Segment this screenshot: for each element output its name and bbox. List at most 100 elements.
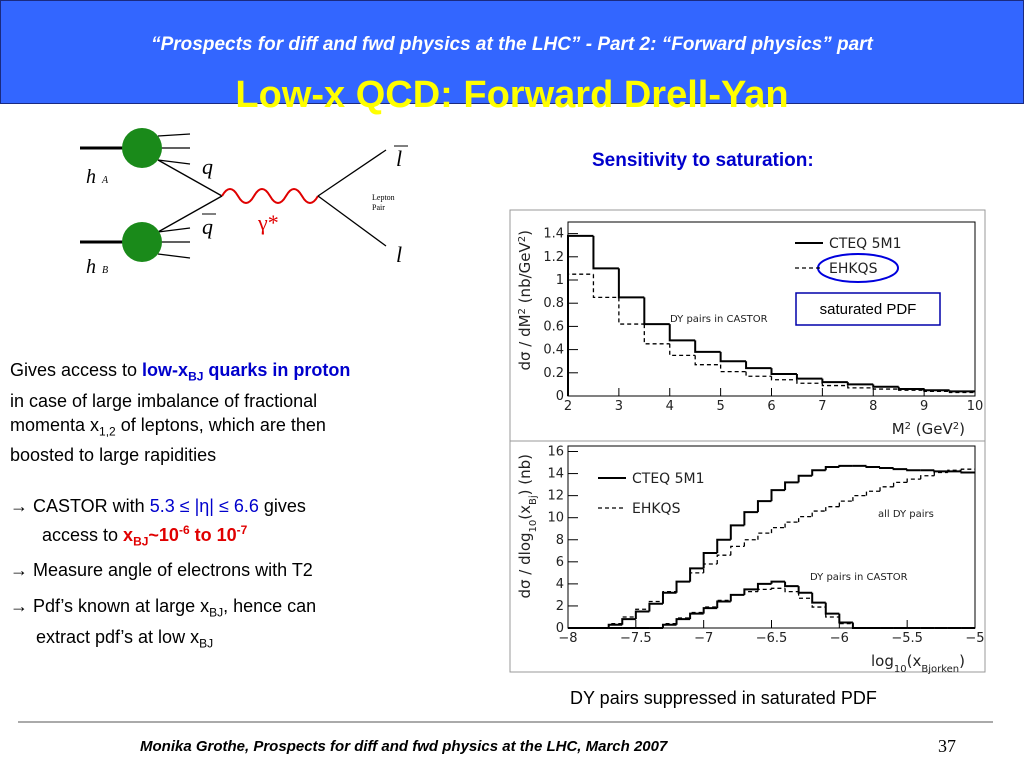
histogram-bin <box>933 471 948 476</box>
histogram-bin <box>825 607 840 618</box>
histogram-bin <box>648 600 663 610</box>
hadron <box>122 222 162 262</box>
histogram-bin <box>923 390 950 393</box>
axis-label-part: (x <box>907 652 922 670</box>
histogram-bin <box>702 551 718 569</box>
histogram-bin <box>838 464 853 467</box>
label: Lepton <box>372 193 395 202</box>
text: -6 <box>178 523 190 537</box>
y-tick-label: 4 <box>556 577 564 592</box>
label: h <box>86 166 96 188</box>
histogram-bin <box>923 389 950 392</box>
axis-label: log10(xBjorken) <box>871 652 965 675</box>
callout-box <box>795 292 941 326</box>
histogram-bin <box>811 510 826 517</box>
text: → Pdf’s known at large x <box>10 596 210 616</box>
histogram-bin <box>662 622 677 628</box>
axis-label-part: 2 <box>517 236 528 242</box>
text: in case of large imbalance of fractional <box>10 390 318 411</box>
histogram-bin <box>730 594 745 601</box>
axis-label-part: ) (nb) <box>516 454 534 495</box>
y-tick-label: 6 <box>556 555 564 570</box>
callout-text: saturated PDF <box>820 301 917 318</box>
y-tick-label: 0.2 <box>543 366 564 381</box>
y-tick-label: 0.4 <box>543 343 564 358</box>
axis-label-part: Bjorken <box>921 664 959 675</box>
histogram-bin <box>846 382 874 386</box>
header-bar <box>0 0 1024 104</box>
y-tick-label: 12 <box>547 489 564 504</box>
histogram-bin <box>811 469 826 476</box>
x-tick-label: −7 <box>694 631 713 646</box>
histogram-bin <box>852 623 867 629</box>
plot-frame <box>509 440 986 673</box>
histogram-bin <box>770 526 786 534</box>
histogram-bin <box>865 490 881 496</box>
histogram-bin <box>797 591 813 599</box>
axis-label: M2 (GeV2) <box>892 420 965 438</box>
axis-label-part: ) <box>959 420 965 438</box>
histogram-bin <box>947 469 962 473</box>
histogram-bin <box>906 478 921 483</box>
histogram-bin <box>960 468 975 471</box>
y-tick-label: 0 <box>556 389 564 404</box>
axis-label-part: M <box>892 420 905 438</box>
histogram-bin <box>719 364 747 373</box>
x-tick-label: −6 <box>830 631 849 646</box>
axis-label-part: 2 <box>905 421 911 432</box>
text: BJ <box>199 636 214 651</box>
text: 5.3 ≤ |η| ≤ 6.6 <box>149 496 259 516</box>
axis-label-part: Bj <box>528 495 539 505</box>
y-tick-label: 16 <box>547 445 564 460</box>
axis-label: dσ / dlog10(xBj) (nb) <box>516 454 539 598</box>
histogram-bin <box>729 524 745 540</box>
y-tick-label: 10 <box>547 511 564 526</box>
histogram-bin <box>898 389 925 391</box>
bullet: → CASTOR with 5.3 ≤ |η| ≤ 6.6 gives acce… <box>10 494 306 554</box>
histogram-bin <box>716 538 731 553</box>
histogram-bin <box>621 616 636 624</box>
label: l <box>396 242 402 267</box>
histogram-bin <box>892 468 908 471</box>
histogram-bin <box>703 606 718 613</box>
histogram-bin <box>838 500 853 507</box>
histogram-bin <box>745 361 772 370</box>
histogram-bin <box>756 582 772 590</box>
x-tick-label: 7 <box>818 399 826 414</box>
footer-text: Monika Grothe, Prospects for diff and fw… <box>140 738 668 755</box>
histogram-bin <box>770 587 786 590</box>
histogram-bin <box>716 599 731 608</box>
histogram-bin <box>703 563 718 573</box>
histogram-bin <box>743 511 758 526</box>
x-tick-label: 3 <box>615 399 623 414</box>
text: momenta x <box>10 414 100 435</box>
text: BJ <box>133 534 149 549</box>
x-tick-label: −8 <box>558 631 577 646</box>
histogram-bin <box>662 590 677 602</box>
histogram-bin <box>675 581 691 592</box>
histogram-bin <box>797 474 813 483</box>
text: low-x <box>142 360 189 380</box>
axis-label-part: log <box>871 652 894 670</box>
histogram-bin <box>852 494 867 502</box>
histogram-bin <box>668 324 696 342</box>
histogram-bin <box>795 373 823 380</box>
histogram-bin <box>784 521 799 528</box>
y-tick-label: 0.8 <box>543 296 564 311</box>
histogram-bin <box>743 539 758 547</box>
header-subtitle: “Prospects for diff and fwd physics at t… <box>151 34 873 55</box>
y-tick-label: 8 <box>556 533 564 548</box>
text: -7 <box>236 523 248 537</box>
x-tick-label: 6 <box>767 399 775 414</box>
feynman-diagram <box>80 133 387 259</box>
annotation: DY pairs in CASTOR <box>670 314 768 325</box>
histogram-bin <box>618 297 645 325</box>
page-number: 37 <box>938 736 956 756</box>
histogram-bin <box>906 469 921 472</box>
histogram-bin <box>796 379 823 384</box>
histogram-bin <box>675 617 691 624</box>
legend-label: EHKQS <box>632 501 681 517</box>
axis-label: dσ / dM2 (nb/GeV2) <box>516 230 534 371</box>
axis-label-part: 2 <box>517 308 528 314</box>
